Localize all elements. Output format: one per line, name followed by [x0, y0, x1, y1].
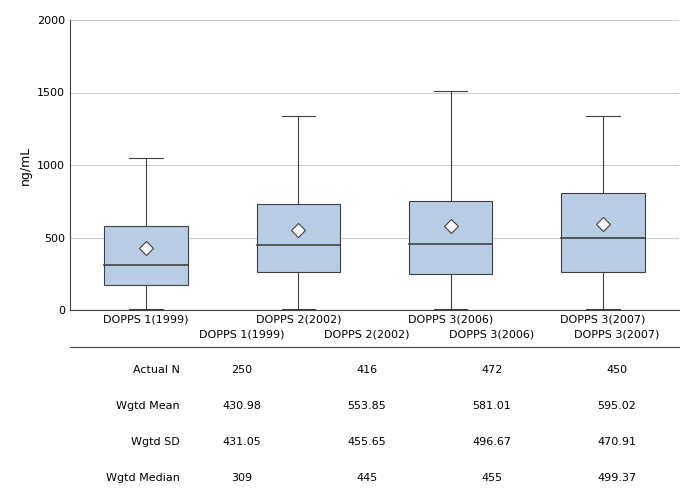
Text: DOPPS 3(2006): DOPPS 3(2006): [449, 330, 534, 340]
Text: 455: 455: [481, 474, 503, 484]
Text: Wgtd SD: Wgtd SD: [131, 438, 180, 448]
Text: 450: 450: [606, 366, 627, 376]
Text: DOPPS 3(2007): DOPPS 3(2007): [574, 330, 659, 340]
Text: 499.37: 499.37: [597, 474, 636, 484]
Text: 595.02: 595.02: [597, 402, 636, 411]
Text: Wgtd Median: Wgtd Median: [106, 474, 180, 484]
Text: Actual N: Actual N: [133, 366, 180, 376]
Text: Wgtd Mean: Wgtd Mean: [116, 402, 180, 411]
Text: 309: 309: [232, 474, 253, 484]
Text: DOPPS 2(2002): DOPPS 2(2002): [324, 330, 410, 340]
Text: 250: 250: [232, 366, 253, 376]
Text: 431.05: 431.05: [223, 438, 261, 448]
FancyBboxPatch shape: [104, 226, 188, 286]
Text: 416: 416: [356, 366, 377, 376]
Y-axis label: ng/mL: ng/mL: [18, 146, 32, 184]
Text: 470.91: 470.91: [597, 438, 636, 448]
FancyBboxPatch shape: [409, 201, 493, 274]
Text: DOPPS 1(1999): DOPPS 1(1999): [199, 330, 285, 340]
Text: 472: 472: [481, 366, 503, 376]
Text: 496.67: 496.67: [473, 438, 511, 448]
FancyBboxPatch shape: [561, 192, 645, 272]
FancyBboxPatch shape: [256, 204, 340, 272]
Text: 581.01: 581.01: [473, 402, 511, 411]
Text: 455.65: 455.65: [347, 438, 386, 448]
Text: 445: 445: [356, 474, 377, 484]
Text: 430.98: 430.98: [223, 402, 262, 411]
Text: 553.85: 553.85: [347, 402, 386, 411]
